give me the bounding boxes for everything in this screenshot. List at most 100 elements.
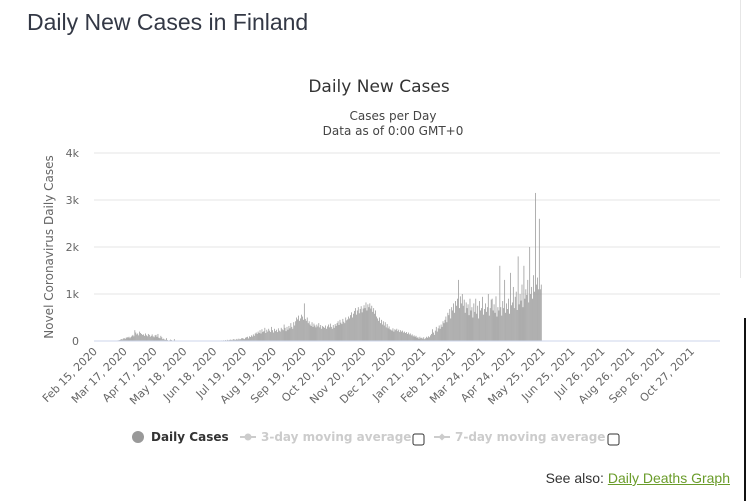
bar [473, 303, 475, 341]
bar [383, 325, 385, 341]
bar [489, 308, 491, 341]
daily-deaths-graph-link[interactable]: Daily Deaths Graph [607, 470, 730, 486]
bar [159, 338, 161, 341]
bar [346, 320, 348, 341]
bar [150, 335, 152, 341]
checkbox-7day-average[interactable] [607, 433, 620, 446]
bar [387, 328, 389, 341]
bar [235, 339, 237, 341]
bar [149, 336, 151, 341]
bar [397, 331, 399, 341]
bar [299, 320, 300, 341]
bar [319, 327, 321, 341]
bar [428, 336, 429, 341]
bar [148, 334, 150, 341]
bar [538, 218, 540, 341]
bar [451, 307, 453, 341]
bar [154, 335, 156, 341]
bar [270, 332, 272, 341]
bar [361, 312, 363, 341]
bar [146, 336, 148, 341]
bar [506, 303, 507, 341]
bar [309, 324, 311, 341]
bar [373, 308, 375, 341]
y-tick-label: 2k [66, 241, 80, 254]
bar [249, 336, 250, 341]
bar [527, 279, 529, 341]
bar [530, 294, 532, 341]
bar [163, 338, 165, 341]
bar [342, 318, 344, 341]
bar [478, 318, 480, 341]
bar [350, 315, 351, 341]
bar [122, 338, 124, 341]
bar [421, 337, 423, 341]
y-tick-label: 4k [66, 147, 80, 160]
bar [493, 304, 495, 341]
bar [409, 333, 411, 341]
bar [521, 284, 523, 341]
bar [510, 272, 511, 341]
checkbox-3day-average[interactable] [412, 433, 425, 446]
bar [535, 192, 536, 341]
bar [518, 304, 520, 341]
bar [436, 331, 438, 341]
bar [121, 339, 123, 341]
bar [381, 319, 382, 341]
bar [289, 328, 291, 341]
bar [127, 337, 129, 341]
bar [302, 316, 303, 341]
bar [156, 336, 158, 341]
legend-item-3day-average[interactable]: 3-day moving average [240, 430, 411, 444]
bar [318, 323, 320, 341]
bar [507, 309, 508, 341]
bar [273, 332, 274, 341]
bar [287, 329, 289, 341]
legend-item-daily-cases[interactable]: Daily Cases [132, 430, 229, 444]
legend-label-7day: 7-day moving average [455, 430, 605, 444]
bar [162, 339, 164, 341]
bar [511, 302, 513, 341]
bar [356, 310, 358, 341]
bar [357, 307, 359, 341]
bar [391, 330, 393, 341]
chart-title: Daily New Cases [308, 77, 450, 97]
bar [291, 326, 293, 341]
bar [485, 303, 486, 341]
bar [335, 325, 337, 341]
grid-lines [94, 152, 720, 295]
bar [511, 305, 512, 341]
bar [141, 333, 142, 341]
bar [305, 320, 307, 341]
bar [351, 312, 352, 341]
legend-item-7day-average[interactable]: 7-day moving average [434, 430, 605, 444]
bar [466, 308, 468, 341]
bar [282, 330, 284, 341]
bar [540, 284, 542, 341]
bar [239, 339, 241, 341]
bar [512, 286, 514, 341]
bar [252, 334, 254, 341]
bar [472, 317, 474, 341]
bar [301, 314, 302, 341]
bar [412, 336, 414, 341]
bar [362, 308, 364, 341]
bar [170, 339, 171, 341]
bar [363, 305, 365, 341]
bar [248, 338, 249, 341]
bar [469, 298, 471, 341]
bar [432, 329, 433, 341]
bar [456, 305, 457, 341]
bar [529, 247, 531, 341]
bar [288, 325, 290, 341]
bar [488, 315, 490, 341]
bar [136, 334, 138, 341]
bar [440, 324, 442, 341]
bar [349, 318, 350, 341]
bar [482, 296, 483, 341]
bar [278, 330, 280, 341]
bar [153, 337, 155, 341]
bar [497, 307, 499, 341]
bar [491, 298, 493, 341]
bar [256, 333, 258, 341]
